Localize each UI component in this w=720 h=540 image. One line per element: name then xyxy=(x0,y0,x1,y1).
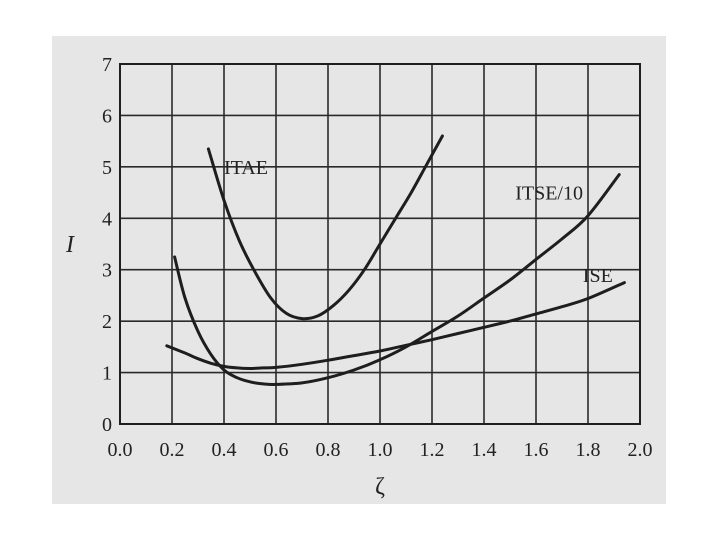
x-tick-label: 1.4 xyxy=(472,439,497,461)
y-tick-label: 5 xyxy=(102,157,112,179)
series-line-itae xyxy=(206,134,444,321)
y-tick-label: 2 xyxy=(102,311,112,333)
x-tick-label: 1.2 xyxy=(420,439,445,461)
curves xyxy=(165,134,626,386)
tick-labels: 0.0 0.2 0.4 0.6 0.8 1.0 1.2 1.4 1.6 1.8 2.0 0 1 2 3 4 5 6… xyxy=(102,54,653,461)
x-tick-label: 0.8 xyxy=(316,439,341,461)
x-tick-label: 0.6 xyxy=(264,439,289,461)
x-tick-label: 1.0 xyxy=(368,439,393,461)
y-tick-label: 0 xyxy=(102,414,112,436)
plot-frame xyxy=(119,63,641,425)
curve-label-ise: ISE xyxy=(583,265,613,287)
curve-labels: ITAE ITSE/10 ISE xyxy=(224,157,613,287)
x-tick-label: 2.0 xyxy=(628,439,653,461)
figure-background: 0.0 0.2 0.4 0.6 0.8 1.0 1.2 1.4 1.6 1.8 2.0 0 1 2 3 4 5 6… xyxy=(52,36,666,504)
curve-label-itae: ITAE xyxy=(224,157,268,179)
y-tick-label: 6 xyxy=(102,105,112,127)
y-tick-label: 4 xyxy=(102,208,112,230)
y-tick-label: 7 xyxy=(102,54,112,76)
y-tick-label: 3 xyxy=(102,260,112,282)
series-line-ise xyxy=(165,281,626,370)
x-tick-label: 0.2 xyxy=(160,439,185,461)
x-tick-label: 1.8 xyxy=(576,439,601,461)
curve-label-itse-10: ITSE/10 xyxy=(515,183,583,205)
series-line-itse-10 xyxy=(173,173,621,386)
line-chart: 0.0 0.2 0.4 0.6 0.8 1.0 1.2 1.4 1.6 1.8 2.0 0 1 2 3 4 5 6… xyxy=(65,54,653,500)
x-tick-label: 0.4 xyxy=(212,439,237,461)
x-tick-label: 1.6 xyxy=(524,439,549,461)
y-tick-label: 1 xyxy=(102,363,112,385)
x-axis-label: ζ xyxy=(375,474,385,500)
x-tick-label: 0.0 xyxy=(108,439,133,461)
y-axis-label: I xyxy=(65,232,75,258)
